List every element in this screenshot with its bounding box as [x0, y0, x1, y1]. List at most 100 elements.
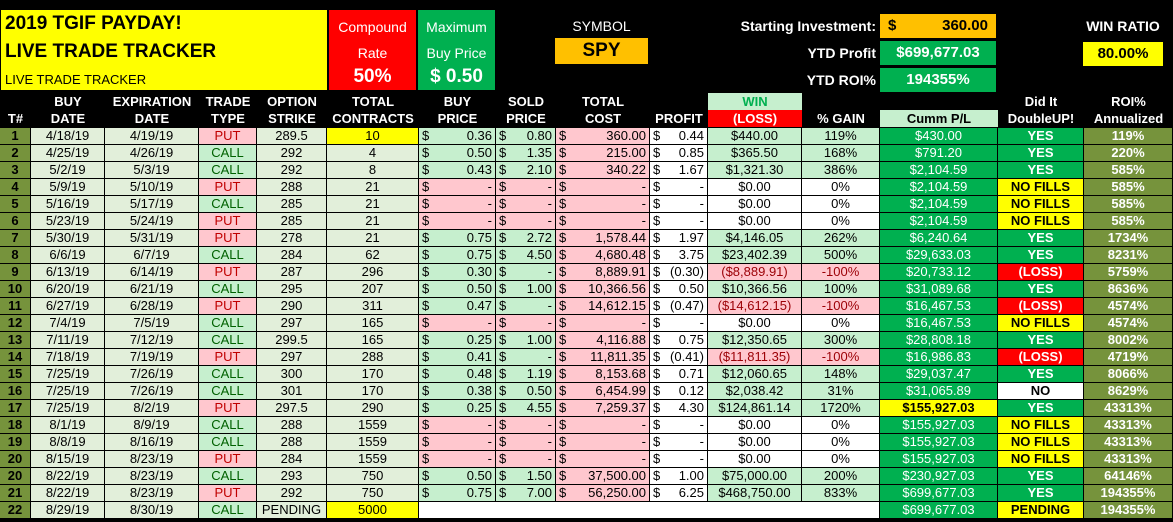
win-loss: $2,038.42	[708, 383, 801, 399]
double-up-status: NO FILLS	[998, 196, 1083, 212]
trade-number: 20	[0, 451, 30, 467]
header-roi-1: ROI%	[1111, 94, 1146, 109]
total-cost: $215.00	[556, 145, 649, 161]
currency-symbol: $	[653, 230, 661, 245]
maximum-label: Maximum	[426, 19, 487, 35]
header-contracts-2: CONTRACTS	[332, 111, 414, 126]
double-up-status: NO	[998, 383, 1083, 399]
cumm-pl: $2,104.59	[880, 179, 997, 195]
profit: $ -	[650, 196, 707, 212]
currency-symbol: $	[559, 247, 567, 262]
currency-symbol: $	[499, 196, 507, 211]
total-cost-value: 4,116.88	[596, 332, 646, 347]
profit-value: (0.30)	[670, 264, 704, 279]
cumm-pl: $16,467.53	[880, 315, 997, 331]
expiration-date: 6/14/19	[105, 264, 198, 280]
trade-number: 21	[0, 485, 30, 501]
roi-annualized: 585%	[1084, 196, 1172, 212]
currency-symbol: $	[422, 196, 430, 211]
profit: $3.75	[650, 247, 707, 263]
double-up-status: YES	[998, 332, 1083, 348]
header-strike-1: OPTION	[267, 94, 317, 109]
cumm-pl: $155,927.03	[880, 417, 997, 433]
percent-gain: 386%	[802, 162, 879, 178]
total-contracts: 21	[327, 179, 418, 195]
profit-value: 0.12	[678, 383, 704, 398]
sold-price-value: 4.50	[526, 247, 552, 262]
starting-amount: 360.00	[942, 17, 988, 34]
expiration-date: 4/26/19	[105, 145, 198, 161]
profit: $0.44	[650, 128, 707, 144]
cumm-pl: $791.20	[880, 145, 997, 161]
trade-number: 11	[0, 298, 30, 314]
option-strike: 295	[257, 281, 326, 297]
total-cost: $ -	[556, 179, 649, 195]
expiration-date: 7/5/19	[105, 315, 198, 331]
buy-price: $ -	[419, 213, 495, 229]
currency-symbol: $	[422, 145, 430, 160]
buy-date: 7/11/19	[31, 332, 104, 348]
currency-symbol: $	[653, 298, 661, 313]
win-loss: $4,146.05	[708, 230, 801, 246]
currency-symbol: $	[422, 349, 430, 364]
title-line-1: 2019 TGIF PAYDAY!	[5, 13, 182, 34]
buy-date: 7/18/19	[31, 349, 104, 365]
profit-value: -	[699, 315, 704, 330]
currency-symbol: $	[559, 315, 567, 330]
buy-date: 5/2/19	[31, 162, 104, 178]
buy-price-value: 0.50	[466, 145, 492, 160]
currency-symbol: $	[559, 366, 567, 381]
roi-annualized: 4719%	[1084, 349, 1172, 365]
percent-gain: 0%	[802, 434, 879, 450]
currency-symbol: $	[653, 145, 661, 160]
buy-price-value: -	[487, 179, 492, 194]
sold-price-value: -	[547, 179, 552, 194]
buy-price: $0.75	[419, 485, 495, 501]
total-cost-value: 10,366.56	[588, 281, 646, 296]
total-cost: $8,889.91	[556, 264, 649, 280]
roi-annualized: 64146%	[1084, 468, 1172, 484]
double-up-status: YES	[998, 230, 1083, 246]
double-up-status: YES	[998, 281, 1083, 297]
currency-symbol: $	[653, 315, 661, 330]
symbol-label: SYMBOL	[572, 18, 631, 34]
win-loss: $468,750.00	[708, 485, 801, 501]
max-buy-price-value: $ 0.50	[430, 66, 483, 87]
currency-symbol: $	[559, 162, 567, 177]
currency-symbol: $	[653, 332, 661, 347]
option-strike: 289.5	[257, 128, 326, 144]
buy-price-label: Buy Price	[426, 45, 487, 61]
option-strike: 299.5	[257, 332, 326, 348]
percent-gain: 100%	[802, 281, 879, 297]
percent-gain: 148%	[802, 366, 879, 382]
profit-value: -	[699, 213, 704, 228]
win-loss: $440.00	[708, 128, 801, 144]
option-strike: 285	[257, 213, 326, 229]
roi-annualized: 43313%	[1084, 451, 1172, 467]
currency-symbol: $	[653, 349, 661, 364]
currency-symbol: $	[559, 230, 567, 245]
profit: $1.67	[650, 162, 707, 178]
header-trade-type-2: TYPE	[211, 111, 245, 126]
currency-symbol: $	[559, 349, 567, 364]
profit-value: -	[699, 451, 704, 466]
expiration-date: 7/26/19	[105, 383, 198, 399]
profit-value: (0.41)	[670, 349, 704, 364]
double-up-status: (LOSS)	[998, 264, 1083, 280]
roi-annualized: 194355%	[1084, 502, 1172, 518]
total-contracts: 1559	[327, 417, 418, 433]
trade-number: 13	[0, 332, 30, 348]
roi-annualized: 194355%	[1084, 485, 1172, 501]
profit: $0.50	[650, 281, 707, 297]
total-contracts: 62	[327, 247, 418, 263]
cumm-pl: $2,104.59	[880, 162, 997, 178]
option-strike: 284	[257, 247, 326, 263]
trade-type: PUT	[199, 128, 256, 144]
sold-price: $1.00	[496, 281, 555, 297]
buy-price: $0.25	[419, 332, 495, 348]
roi-annualized: 5759%	[1084, 264, 1172, 280]
double-up-status: YES	[998, 400, 1083, 416]
title-line-2: LIVE TRADE TRACKER	[5, 41, 217, 62]
total-cost-value: -	[641, 213, 646, 228]
header-cost-1: TOTAL	[581, 94, 625, 109]
